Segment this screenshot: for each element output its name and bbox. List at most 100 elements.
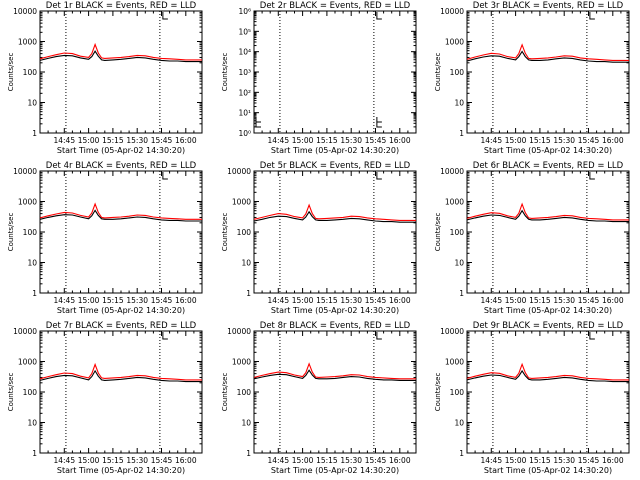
panel-title: Det 3r BLACK = Events, RED = LLD xyxy=(473,1,624,11)
panel-title: Det 6r BLACK = Events, RED = LLD xyxy=(473,161,624,171)
y-tick-label: 100 xyxy=(23,228,38,237)
y-tick-label: 10000 xyxy=(227,327,251,336)
y-tick-label: 100 xyxy=(237,388,252,397)
y-tick-label: 1000 xyxy=(445,38,464,47)
y-tick-label: 1000 xyxy=(445,198,464,207)
x-tick-label: 15:15 xyxy=(316,136,338,145)
panel-title: Det 4r BLACK = Events, RED = LLD xyxy=(46,161,197,171)
x-tick-label: 15:00 xyxy=(292,296,314,305)
y-tick-label: 100 xyxy=(450,388,465,397)
x-axis-title: Start Time (05-Apr-02 14:30:20) xyxy=(57,466,185,475)
y-axis-title: Counts/sec xyxy=(434,373,442,412)
panel-title: Det 9r BLACK = Events, RED = LLD xyxy=(473,321,624,331)
y-tick-label: 10⁵ xyxy=(238,27,251,36)
y-tick-label: 1 xyxy=(459,129,464,138)
y-tick-label: 10000 xyxy=(440,7,464,16)
x-tick-label: 15:15 xyxy=(529,296,551,305)
series-line-events xyxy=(39,369,202,383)
y-tick-label: 100 xyxy=(450,228,465,237)
x-tick-label: 16:00 xyxy=(602,296,624,305)
x-tick-label: 14:45 xyxy=(53,136,75,145)
x-tick-label: 15:45 xyxy=(365,456,387,465)
x-tick-label: 14:45 xyxy=(53,456,75,465)
x-tick-label: 15:30 xyxy=(340,136,362,145)
y-tick-label: 10000 xyxy=(227,167,251,176)
y-tick-label: 1 xyxy=(246,289,251,298)
panel-title: Det 5r BLACK = Events, RED = LLD xyxy=(260,161,411,171)
x-tick-label: 16:00 xyxy=(602,456,624,465)
x-axis-title: Start Time (05-Apr-02 14:30:20) xyxy=(484,306,612,315)
y-tick-label: 10² xyxy=(238,88,251,97)
y-tick-label: 10 xyxy=(27,99,37,108)
y-axis-title: Counts/sec xyxy=(221,53,229,92)
y-tick-label: 1 xyxy=(459,449,464,458)
x-tick-label: 16:00 xyxy=(175,296,197,305)
x-tick-label: 15:30 xyxy=(126,456,148,465)
y-tick-label: 100 xyxy=(450,68,465,77)
marker-bracket xyxy=(589,332,595,340)
x-tick-label: 15:30 xyxy=(553,456,575,465)
x-axis-title: Start Time (05-Apr-02 14:30:20) xyxy=(57,306,185,315)
marker-bracket xyxy=(376,117,382,128)
detector-panel-8: Det 8r BLACK = Events, RED = LLD 1 10 100 10… xyxy=(221,321,417,475)
x-tick-label: 16:00 xyxy=(175,136,197,145)
y-tick-label: 10000 xyxy=(13,167,37,176)
y-tick-label: 1000 xyxy=(445,358,464,367)
plot-frame xyxy=(39,330,203,454)
marker-bracket xyxy=(376,172,382,180)
marker-bracket xyxy=(589,172,595,180)
x-axis-title: Start Time (05-Apr-02 14:30:20) xyxy=(484,466,612,475)
y-tick-label: 10 xyxy=(241,419,251,428)
y-tick-label: 1000 xyxy=(232,358,251,367)
y-tick-label: 100 xyxy=(23,388,38,397)
y-tick-label: 10000 xyxy=(440,327,464,336)
y-tick-label: 10 xyxy=(27,419,37,428)
x-tick-label: 15:45 xyxy=(151,136,173,145)
x-tick-label: 14:45 xyxy=(267,136,289,145)
y-tick-label: 10000 xyxy=(13,7,37,16)
detector-panel-4: Det 4r BLACK = Events, RED = LLD 1 10 100 10… xyxy=(7,161,203,315)
x-tick-label: 14:45 xyxy=(267,456,289,465)
x-tick-label: 15:00 xyxy=(78,296,100,305)
x-tick-label: 16:00 xyxy=(389,136,411,145)
y-tick-label: 1 xyxy=(32,289,37,298)
detector-panel-6: Det 6r BLACK = Events, RED = LLD 1 10 100 10… xyxy=(434,161,630,315)
y-axis-title: Counts/sec xyxy=(7,213,15,252)
series-line-lld xyxy=(466,362,629,381)
y-tick-label: 10⁰ xyxy=(238,129,251,138)
x-tick-label: 14:45 xyxy=(480,136,502,145)
y-tick-label: 1000 xyxy=(232,198,251,207)
y-tick-label: 10000 xyxy=(13,327,37,336)
detector-panel-9: Det 9r BLACK = Events, RED = LLD 1 10 100 10… xyxy=(434,321,630,475)
x-tick-label: 14:45 xyxy=(480,296,502,305)
x-tick-label: 15:00 xyxy=(78,136,100,145)
y-tick-label: 10 xyxy=(454,99,464,108)
series-line-lld xyxy=(39,42,202,61)
x-tick-label: 15:15 xyxy=(316,456,338,465)
x-tick-label: 15:45 xyxy=(151,456,173,465)
y-tick-label: 10 xyxy=(454,419,464,428)
y-tick-label: 1000 xyxy=(18,358,37,367)
marker-bracket xyxy=(376,332,382,340)
series-line-events xyxy=(253,369,416,381)
x-tick-label: 15:30 xyxy=(553,296,575,305)
marker-bracket xyxy=(255,117,261,128)
series-line-lld xyxy=(39,362,202,381)
x-tick-label: 16:00 xyxy=(175,456,197,465)
plot-frame xyxy=(253,10,417,134)
x-tick-label: 16:00 xyxy=(389,456,411,465)
x-tick-label: 15:15 xyxy=(316,296,338,305)
y-tick-label: 10000 xyxy=(440,167,464,176)
x-axis-title: Start Time (05-Apr-02 14:30:20) xyxy=(57,146,185,155)
x-tick-label: 15:00 xyxy=(78,456,100,465)
y-tick-label: 10¹ xyxy=(238,109,251,118)
detector-panel-2: Det 2r BLACK = Events, RED = LLD 10⁰ 10¹ 10… xyxy=(221,1,417,155)
series-line-lld xyxy=(466,202,629,221)
x-tick-label: 15:00 xyxy=(505,456,527,465)
series-line-lld xyxy=(253,362,416,380)
series-line-lld xyxy=(466,43,629,61)
series-line-events xyxy=(466,369,629,383)
panel-title: Det 8r BLACK = Events, RED = LLD xyxy=(260,321,411,331)
y-tick-label: 1 xyxy=(246,449,251,458)
